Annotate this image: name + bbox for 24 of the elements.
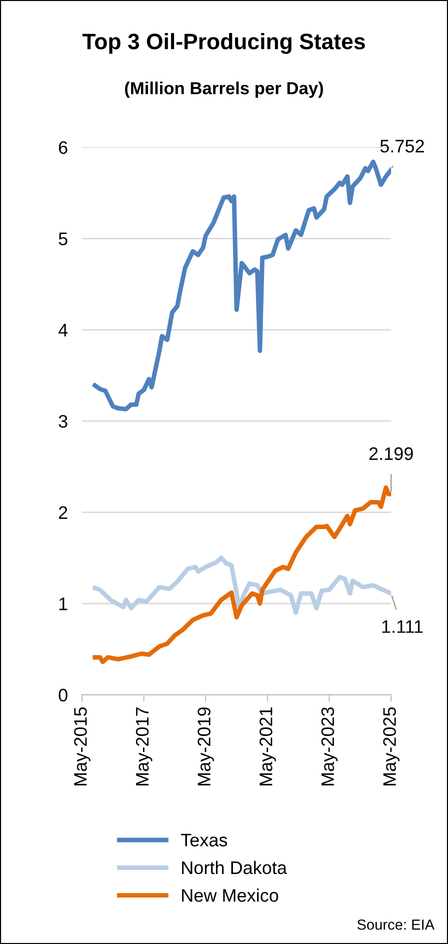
x-tick-label: May-2023: [321, 707, 338, 786]
legend-label: North Dakota: [182, 860, 287, 874]
x-tick-label: May-2019: [198, 707, 214, 786]
y-tick-label: 0: [58, 688, 68, 702]
x-tick-label: May-2017: [136, 707, 152, 786]
line-series: [92, 160, 392, 412]
y-tick-label: 1: [59, 598, 68, 610]
y-tick-label: 2: [58, 506, 68, 519]
x-tick-label: May-2015: [74, 707, 90, 786]
x-tick-label: May-2021: [260, 707, 276, 786]
source-note: Source: EIA: [357, 919, 435, 930]
annotation: 1.111: [382, 620, 423, 633]
y-tick-label: 4: [58, 324, 68, 336]
x-tick-label: May-2025: [383, 707, 400, 786]
annotation: 2.199: [369, 447, 413, 460]
chart-subtitle: (Million Barrels per Day): [125, 82, 323, 98]
y-tick-label: 5: [58, 232, 68, 246]
legend-label: Texas: [181, 834, 228, 846]
annotation: 5.752: [380, 140, 424, 153]
y-tick-label: 3: [58, 414, 68, 428]
line-series: [92, 556, 392, 615]
y-tick-label: 6: [58, 141, 68, 154]
legend-label: New Mexico: [182, 888, 278, 902]
chart-title: Top 3 Oil-Producing States: [82, 33, 365, 54]
